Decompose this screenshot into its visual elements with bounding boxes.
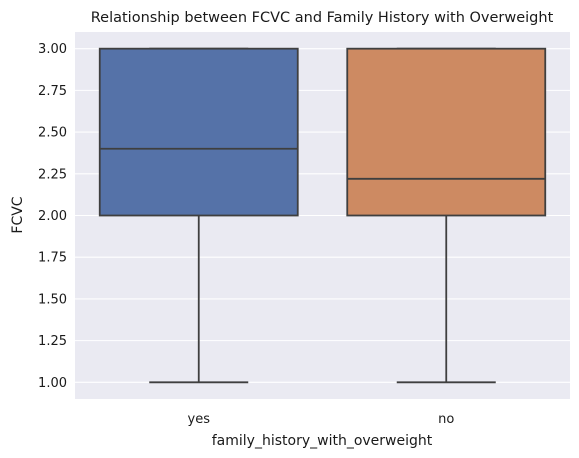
x-tick-label: yes: [188, 412, 211, 427]
y-tick-label: 2.00: [38, 209, 67, 224]
y-axis-label: FCVC: [10, 196, 26, 233]
y-tick-label: 1.00: [38, 376, 67, 391]
iqr-box: [100, 49, 298, 216]
y-tick-label: 1.75: [38, 251, 67, 266]
y-tick-labels: 1.00 1.25 1.50 1.75 2.00 2.25 2.50 2.75 3.00: [38, 42, 67, 391]
y-tick-label: 1.25: [38, 334, 67, 349]
x-tick-label: no: [438, 412, 454, 427]
chart-title: Relationship between FCVC and Family His…: [91, 10, 554, 26]
y-tick-label: 1.50: [38, 292, 67, 307]
x-tick-labels: yes no: [188, 412, 455, 427]
y-tick-label: 2.75: [38, 84, 67, 99]
y-tick-label: 3.00: [38, 42, 67, 57]
y-tick-label: 2.25: [38, 167, 67, 182]
y-tick-label: 2.50: [38, 126, 67, 141]
iqr-box: [347, 49, 545, 216]
x-axis-label: family_history_with_overweight: [212, 433, 433, 449]
